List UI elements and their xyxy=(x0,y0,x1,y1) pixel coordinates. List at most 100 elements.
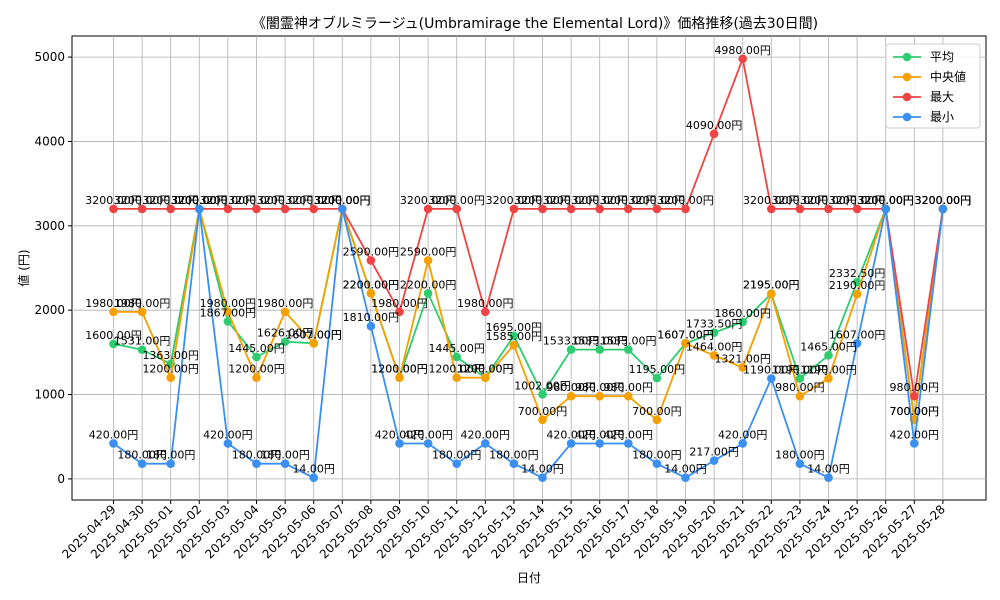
data-point xyxy=(681,473,690,483)
data-label: 3200.00円 xyxy=(285,194,342,207)
data-label: 1980.00円 xyxy=(114,297,171,310)
data-label: 1200.00円 xyxy=(228,363,285,376)
data-label: 2200.00円 xyxy=(400,278,457,291)
data-label: 420.00円 xyxy=(375,428,425,441)
data-label: 3200.00円 xyxy=(600,194,657,207)
data-point xyxy=(538,415,547,425)
data-point xyxy=(652,415,662,425)
data-point xyxy=(309,339,319,348)
data-label: 3200.00円 xyxy=(114,194,171,207)
data-label: 1190.00円 xyxy=(743,364,800,377)
data-label: 1195.00円 xyxy=(629,363,686,376)
data-point xyxy=(280,204,290,214)
chart-title: 《闇霊神オブルミラージュ(Umbramirage the Elemental L… xyxy=(252,15,818,32)
data-label: 3200.00円 xyxy=(171,194,228,207)
data-label: 3200.00円 xyxy=(657,194,714,207)
data-label: 700.00円 xyxy=(518,405,568,418)
data-label: 3200.00円 xyxy=(514,194,571,207)
data-point xyxy=(280,307,290,317)
data-label: 3200.00円 xyxy=(743,194,800,207)
data-label: 1200.00円 xyxy=(428,363,485,376)
data-label: 3200.00円 xyxy=(314,194,371,207)
data-point xyxy=(824,473,833,483)
data-point xyxy=(566,391,576,401)
x-axis: 2025-04-292025-04-302025-05-012025-05-02… xyxy=(59,500,948,561)
data-point xyxy=(223,307,233,317)
data-label: 1363.00円 xyxy=(142,349,199,362)
data-point xyxy=(538,473,547,483)
data-label: 217.00円 xyxy=(689,446,739,459)
data-point xyxy=(252,204,261,214)
data-point xyxy=(681,204,690,214)
data-point xyxy=(109,439,118,448)
data-label: 14.00円 xyxy=(292,463,335,476)
data-label: 3200.00円 xyxy=(857,194,914,207)
data-label: 1200.00円 xyxy=(457,363,514,376)
data-label: 1531.00円 xyxy=(114,335,171,348)
data-label: 980.00円 xyxy=(575,381,625,394)
data-point xyxy=(137,345,147,355)
data-label: 180.00円 xyxy=(632,449,682,462)
data-point xyxy=(280,337,290,347)
data-label: 3200.00円 xyxy=(314,194,371,207)
data-label: 980.00円 xyxy=(775,381,825,394)
data-label: 1200.00円 xyxy=(371,363,428,376)
data-label: 3200.00円 xyxy=(85,194,142,207)
data-point xyxy=(452,352,462,362)
data-point xyxy=(223,204,233,214)
data-label: 1695.00円 xyxy=(486,321,543,334)
legend-marker xyxy=(902,72,912,82)
data-point xyxy=(595,345,604,354)
data-label: 1810.00円 xyxy=(343,311,400,324)
data-label: 1585.00円 xyxy=(486,330,543,343)
data-label: 420.00円 xyxy=(718,428,768,441)
legend-marker xyxy=(902,52,912,62)
y-tick-label: 5000 xyxy=(34,50,65,64)
data-point xyxy=(223,439,233,448)
data-point xyxy=(795,374,805,383)
data-point xyxy=(566,439,576,448)
data-label: 1626.00円 xyxy=(257,327,314,340)
data-point xyxy=(738,317,747,327)
data-label: 1607.00円 xyxy=(657,328,714,341)
data-label: 3200.00円 xyxy=(915,194,972,207)
data-label: 2195.00円 xyxy=(743,279,800,292)
data-label: 180.00円 xyxy=(146,449,196,462)
data-point xyxy=(795,459,805,469)
data-label: 420.00円 xyxy=(461,428,511,441)
data-label: 1980.00円 xyxy=(457,297,514,310)
data-label: 700.00円 xyxy=(890,405,940,418)
data-label: 1733.50円 xyxy=(686,318,743,331)
data-label: 3200.00円 xyxy=(171,194,228,207)
data-label: 1533.00円 xyxy=(600,335,657,348)
data-label: 1980.00円 xyxy=(257,297,314,310)
data-point xyxy=(395,439,404,448)
data-point xyxy=(595,204,604,214)
data-label: 3200.00円 xyxy=(428,194,485,207)
y-tick-label: 1000 xyxy=(34,388,65,402)
series-line-2 xyxy=(113,55,944,397)
data-point xyxy=(309,204,319,214)
data-label: 2332.50円 xyxy=(829,267,886,280)
data-label: 1190.00円 xyxy=(772,364,829,377)
data-point xyxy=(709,456,719,465)
data-label: 180.00円 xyxy=(117,449,167,462)
data-point xyxy=(681,339,690,348)
data-point xyxy=(452,459,462,469)
data-point xyxy=(881,204,890,214)
data-label: 3200.00円 xyxy=(857,194,914,207)
data-point xyxy=(624,439,633,448)
data-point xyxy=(252,352,261,362)
data-label: 3200.00円 xyxy=(543,194,600,207)
data-label: 2590.00円 xyxy=(400,245,457,258)
data-label: 2200.00円 xyxy=(343,278,400,291)
legend-marker xyxy=(902,112,912,122)
data-point xyxy=(709,328,719,337)
data-point xyxy=(595,391,604,401)
data-label: 1980.00円 xyxy=(85,297,142,310)
data-point xyxy=(566,204,576,214)
data-label: 3200.00円 xyxy=(314,194,371,207)
data-point xyxy=(338,204,347,214)
data-label: 3200.00円 xyxy=(257,194,314,207)
y-axis: 0 1000 2000 3000 4000 5000 xyxy=(34,50,72,486)
